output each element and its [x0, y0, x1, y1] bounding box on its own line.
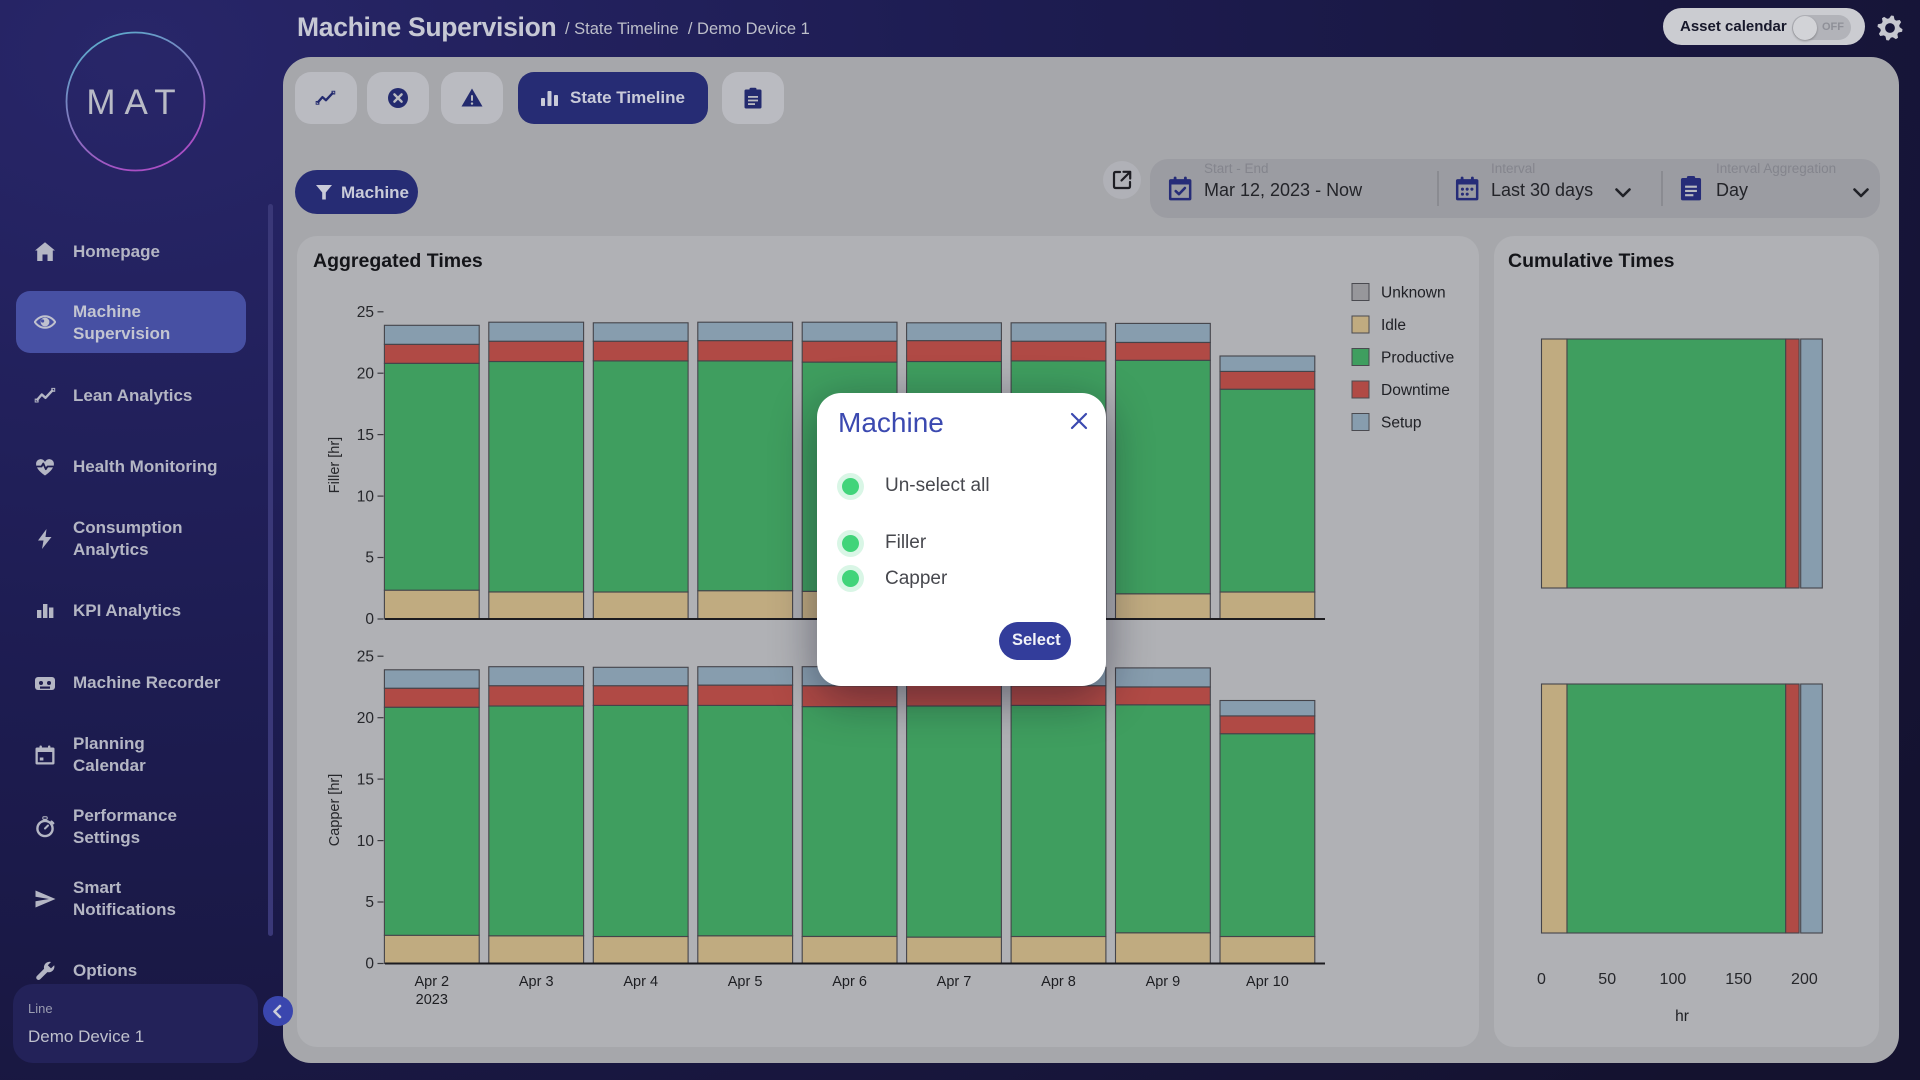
- svg-text:Filler [hr]: Filler [hr]: [327, 437, 343, 493]
- svg-text:MAT: MAT: [86, 83, 184, 122]
- svg-text:Apr 2: Apr 2: [414, 974, 449, 990]
- svg-text:Apr 3: Apr 3: [519, 974, 554, 990]
- svg-text:Apr 9: Apr 9: [1146, 974, 1181, 990]
- svg-text:20: 20: [357, 710, 375, 727]
- svg-text:150: 150: [1725, 971, 1752, 988]
- svg-text:50: 50: [1598, 971, 1616, 988]
- svg-text:Productive: Productive: [1381, 350, 1454, 367]
- svg-text:Apr 4: Apr 4: [623, 974, 658, 990]
- svg-text:Apr 10: Apr 10: [1246, 974, 1289, 990]
- svg-text:Setup: Setup: [1381, 415, 1422, 432]
- svg-text:0: 0: [365, 611, 374, 628]
- svg-text:5: 5: [365, 894, 374, 911]
- svg-text:200: 200: [1791, 971, 1818, 988]
- svg-text:Unknown: Unknown: [1381, 285, 1446, 302]
- svg-text:10: 10: [357, 488, 375, 505]
- svg-text:15: 15: [357, 771, 374, 788]
- svg-text:25: 25: [357, 648, 374, 665]
- svg-text:0: 0: [1537, 971, 1546, 988]
- svg-text:5: 5: [365, 550, 374, 567]
- svg-text:Apr 5: Apr 5: [728, 974, 763, 990]
- svg-text:Capper [hr]: Capper [hr]: [327, 774, 343, 847]
- svg-text:2023: 2023: [416, 992, 448, 1008]
- svg-text:Idle: Idle: [1381, 317, 1406, 334]
- svg-text:hr: hr: [1675, 1008, 1689, 1025]
- svg-text:15: 15: [357, 427, 374, 444]
- svg-text:Apr 6: Apr 6: [832, 974, 867, 990]
- svg-text:20: 20: [357, 365, 375, 382]
- svg-text:Apr 8: Apr 8: [1041, 974, 1076, 990]
- svg-text:100: 100: [1660, 971, 1687, 988]
- svg-text:25: 25: [357, 304, 374, 321]
- svg-text:Downtime: Downtime: [1381, 382, 1450, 399]
- svg-text:0: 0: [365, 956, 374, 973]
- svg-text:10: 10: [357, 833, 375, 850]
- svg-text:Apr 7: Apr 7: [937, 974, 972, 990]
